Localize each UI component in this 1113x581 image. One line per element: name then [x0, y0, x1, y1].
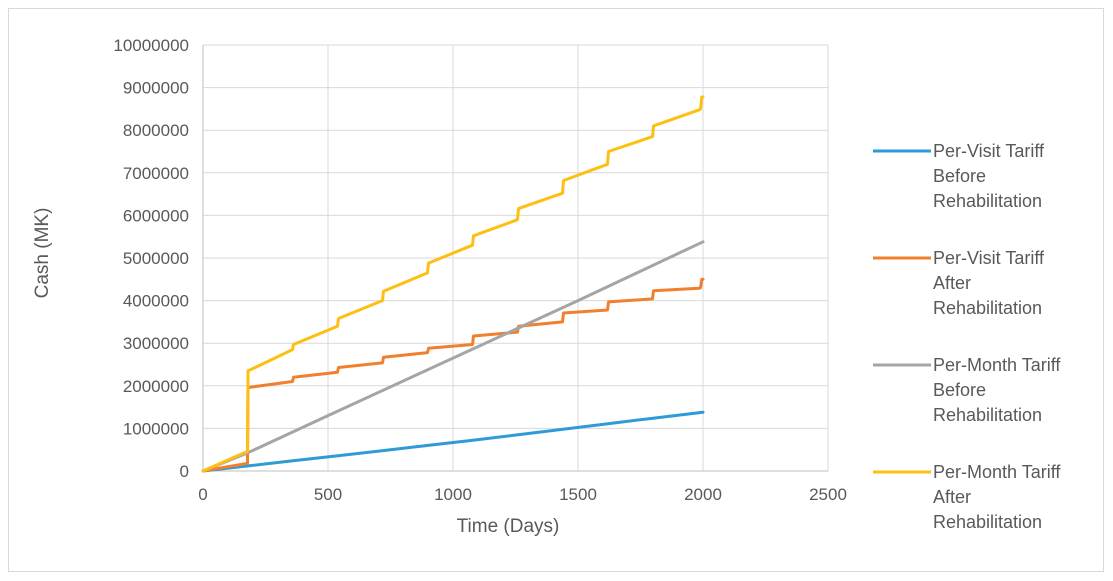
y-tick-label: 4000000	[123, 292, 189, 311]
x-tick-label: 1000	[434, 485, 472, 504]
series-lines	[201, 95, 705, 473]
y-tick-label: 0	[180, 462, 189, 481]
y-tick-label: 9000000	[123, 79, 189, 98]
y-tick-label: 5000000	[123, 249, 189, 268]
y-axis-title: Cash (MK)	[32, 208, 53, 299]
axes	[202, 45, 828, 472]
legend-label-line: Per-Visit Tariff	[933, 248, 1045, 268]
x-tick-label: 2500	[809, 485, 847, 504]
x-axis-title: Time (Days)	[457, 516, 560, 537]
grid-lines	[203, 44, 829, 471]
legend-entry: Per-Month Tariff After Rehabilitation	[873, 462, 1061, 532]
legend-label-line: Before	[933, 166, 986, 186]
y-tick-label: 3000000	[123, 334, 189, 353]
legend-label-line: Per-Visit Tariff	[933, 141, 1045, 161]
y-tick-label: 1000000	[123, 419, 189, 438]
legend-label-line: Per-Month Tariff	[933, 462, 1061, 482]
legend-label-line: Rehabilitation	[933, 405, 1042, 425]
legend-label-line: Per-Month Tariff	[933, 355, 1061, 375]
x-tick-label: 1500	[559, 485, 597, 504]
legend: Per-Visit TariffBeforeRehabilitationPer-…	[873, 141, 1061, 532]
y-tick-label: 2000000	[123, 377, 189, 396]
y-tick-label: 8000000	[123, 121, 189, 140]
legend-entry: Per-Visit Tariff After Rehabilitation	[873, 248, 1045, 318]
legend-label-line: Rehabilitation	[933, 191, 1042, 211]
tick-labels: 0 500 1000 1500 2000 2500 0 1000000 2000000 30000…	[113, 36, 847, 504]
legend-label-line: After	[933, 273, 971, 293]
x-tick-label: 500	[314, 485, 342, 504]
x-tick-label: 0	[198, 485, 207, 504]
legend-label-line: Before	[933, 380, 986, 400]
y-tick-label: 7000000	[123, 164, 189, 183]
series-line-1	[201, 410, 705, 473]
chart-area: 0 500 1000 1500 2000 2500 0 1000000 2000000 30000…	[8, 8, 1104, 572]
legend-label-line: Rehabilitation	[933, 298, 1042, 318]
y-tick-label: 10000000	[113, 36, 189, 55]
series-line-4	[201, 95, 705, 473]
line-chart: 0 500 1000 1500 2000 2500 0 1000000 2000000 30000…	[32, 36, 1061, 537]
y-tick-label: 6000000	[123, 206, 189, 225]
legend-label-line: After	[933, 487, 971, 507]
legend-entry: Per-Month Tariff Before Rehabilitation	[873, 355, 1061, 425]
legend-entry: Per-Visit Tariff Before Rehabilitation	[873, 141, 1045, 211]
series-line-2	[201, 277, 705, 473]
x-tick-label: 2000	[684, 485, 722, 504]
legend-label-line: Rehabilitation	[933, 512, 1042, 532]
